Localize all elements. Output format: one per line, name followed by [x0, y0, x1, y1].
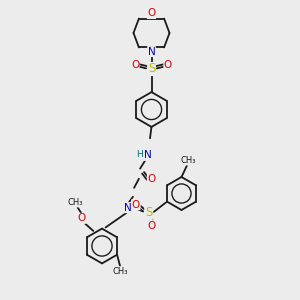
Text: N: N	[148, 46, 155, 57]
Text: O: O	[164, 60, 172, 70]
Text: N: N	[124, 202, 131, 213]
Text: O: O	[147, 173, 156, 184]
Text: CH₃: CH₃	[113, 267, 128, 276]
Text: H: H	[136, 150, 142, 159]
Text: CH₃: CH₃	[68, 198, 83, 207]
Text: O: O	[78, 213, 86, 223]
Text: O: O	[132, 200, 140, 210]
Text: CH₃: CH₃	[180, 156, 196, 165]
Text: O: O	[147, 8, 156, 19]
Text: N: N	[144, 150, 152, 161]
Text: O: O	[147, 220, 156, 231]
Text: S: S	[145, 206, 152, 220]
Text: O: O	[131, 60, 139, 70]
Text: S: S	[148, 62, 155, 76]
